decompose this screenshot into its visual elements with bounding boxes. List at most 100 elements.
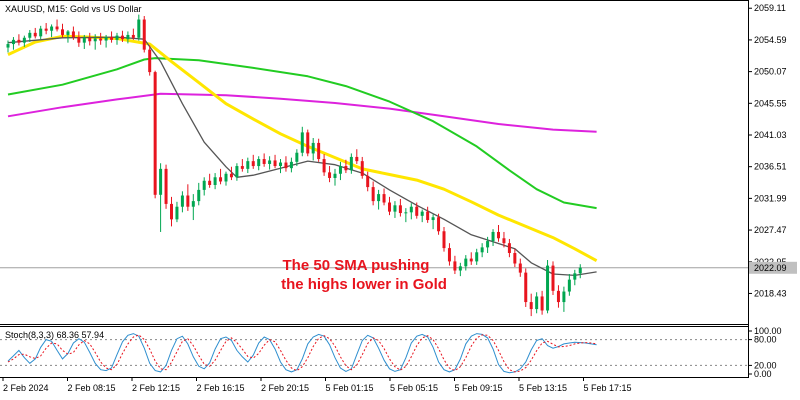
candlestick bbox=[480, 243, 484, 258]
candlestick bbox=[126, 31, 130, 44]
candlestick bbox=[529, 293, 533, 317]
candlestick bbox=[486, 236, 490, 253]
candlestick bbox=[50, 24, 54, 38]
candlestick bbox=[437, 213, 441, 235]
candle-body bbox=[371, 187, 375, 202]
candlestick bbox=[289, 157, 293, 173]
candlestick bbox=[382, 188, 386, 206]
candle-body bbox=[573, 273, 577, 280]
candle-body bbox=[55, 26, 59, 30]
candlestick bbox=[186, 184, 190, 211]
candle-body bbox=[518, 263, 522, 273]
candle-body bbox=[513, 252, 517, 264]
candle-body bbox=[398, 205, 402, 214]
candlestick bbox=[415, 202, 419, 219]
candle-body bbox=[317, 142, 321, 160]
candlestick bbox=[175, 201, 179, 223]
candle-body bbox=[153, 72, 157, 195]
candle-body bbox=[142, 19, 146, 50]
candle-body bbox=[219, 177, 223, 182]
candlestick bbox=[22, 35, 26, 47]
candlestick bbox=[153, 70, 157, 199]
candlestick bbox=[229, 166, 233, 181]
candlestick bbox=[273, 154, 277, 169]
candlestick bbox=[398, 199, 402, 217]
candlestick bbox=[540, 290, 544, 315]
price-tick-label: 2018.43 bbox=[754, 288, 787, 298]
candle-body bbox=[344, 166, 348, 171]
candlestick bbox=[344, 159, 348, 174]
candle-body bbox=[349, 156, 353, 171]
candle-body bbox=[262, 159, 266, 164]
candle-body bbox=[507, 243, 511, 253]
candle-body bbox=[300, 132, 304, 153]
candlestick bbox=[431, 214, 435, 230]
candle-body bbox=[469, 258, 473, 262]
price-tick-label: 2045.55 bbox=[754, 98, 787, 108]
candle-body bbox=[251, 161, 255, 167]
candlestick bbox=[556, 285, 560, 308]
candlestick bbox=[77, 31, 81, 47]
candlestick bbox=[366, 171, 370, 192]
candle-body bbox=[148, 49, 152, 73]
candlestick bbox=[213, 173, 217, 190]
candlestick bbox=[251, 154, 255, 169]
candlestick bbox=[191, 194, 195, 221]
candle-body bbox=[551, 265, 555, 291]
candle-body bbox=[322, 159, 326, 173]
candlestick bbox=[17, 34, 21, 46]
candlestick bbox=[88, 32, 92, 46]
candle-body bbox=[22, 37, 26, 43]
candlestick bbox=[578, 264, 582, 279]
candle-body bbox=[39, 28, 43, 37]
price-tick-label: 2054.59 bbox=[754, 35, 787, 45]
candlestick bbox=[148, 45, 152, 76]
price-tick-label: 2036.51 bbox=[754, 162, 787, 172]
candle-body bbox=[82, 37, 86, 43]
current-price-label: 2022.09 bbox=[749, 261, 797, 274]
candle-body bbox=[213, 177, 217, 185]
candlestick bbox=[524, 268, 528, 307]
candlestick bbox=[104, 34, 108, 48]
candle-body bbox=[442, 231, 446, 249]
candle-body bbox=[126, 34, 130, 40]
candlestick bbox=[257, 156, 261, 171]
current-price-label-box bbox=[749, 261, 797, 274]
candlestick bbox=[447, 243, 451, 266]
candle-body bbox=[535, 296, 539, 310]
candle-body bbox=[246, 161, 250, 169]
candlestick bbox=[180, 191, 184, 213]
candlestick bbox=[513, 248, 517, 268]
candlestick bbox=[333, 168, 337, 186]
candle-body bbox=[115, 35, 119, 40]
candlestick bbox=[262, 153, 266, 167]
candle-body bbox=[208, 180, 212, 185]
candlestick bbox=[393, 201, 397, 218]
candlestick bbox=[99, 32, 103, 45]
candle-body bbox=[197, 189, 201, 202]
candlestick bbox=[240, 159, 244, 172]
candle-body bbox=[578, 267, 582, 274]
candlestick bbox=[404, 208, 408, 223]
candlestick bbox=[306, 129, 310, 157]
candle-body bbox=[28, 32, 32, 38]
candle-body bbox=[338, 166, 342, 174]
stochastic-tick-label: 80.00 bbox=[754, 335, 777, 345]
candlestick bbox=[295, 149, 299, 167]
candlestick bbox=[567, 274, 571, 296]
candlestick bbox=[453, 255, 457, 275]
candle-body bbox=[415, 206, 419, 216]
candle-body bbox=[131, 34, 135, 38]
time-tick-label: 5 Feb 01:15 bbox=[326, 383, 374, 393]
candlestick bbox=[159, 163, 163, 232]
candlestick bbox=[71, 26, 75, 40]
candle-body bbox=[235, 166, 239, 178]
candle-body bbox=[431, 217, 435, 221]
candle-body bbox=[328, 172, 332, 178]
time-tick-label: 2 Feb 20:15 bbox=[261, 383, 309, 393]
candlestick bbox=[475, 248, 479, 265]
candle-body bbox=[393, 205, 397, 212]
candle-body bbox=[6, 44, 10, 48]
candlestick bbox=[55, 19, 59, 32]
